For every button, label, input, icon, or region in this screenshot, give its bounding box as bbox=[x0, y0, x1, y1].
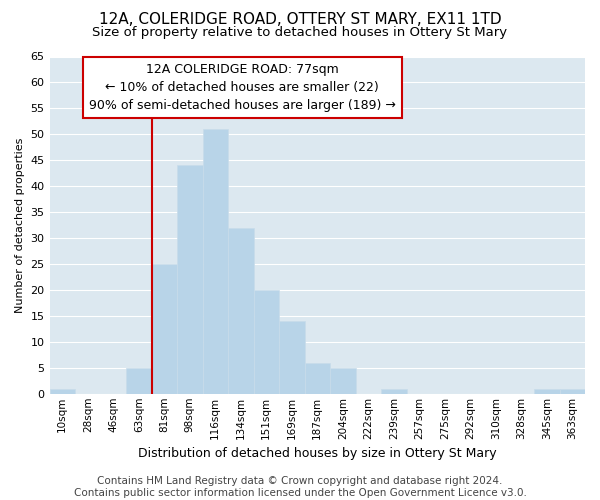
Bar bbox=[254, 290, 279, 394]
Bar bbox=[330, 368, 356, 394]
Bar bbox=[50, 388, 75, 394]
Bar bbox=[305, 362, 330, 394]
Bar bbox=[152, 264, 177, 394]
Bar bbox=[126, 368, 152, 394]
Text: 12A, COLERIDGE ROAD, OTTERY ST MARY, EX11 1TD: 12A, COLERIDGE ROAD, OTTERY ST MARY, EX1… bbox=[98, 12, 502, 28]
Text: Size of property relative to detached houses in Ottery St Mary: Size of property relative to detached ho… bbox=[92, 26, 508, 39]
X-axis label: Distribution of detached houses by size in Ottery St Mary: Distribution of detached houses by size … bbox=[138, 447, 497, 460]
Bar bbox=[381, 388, 407, 394]
Bar bbox=[534, 388, 560, 394]
Bar bbox=[560, 388, 585, 394]
Text: Contains HM Land Registry data © Crown copyright and database right 2024.
Contai: Contains HM Land Registry data © Crown c… bbox=[74, 476, 526, 498]
Text: 12A COLERIDGE ROAD: 77sqm
← 10% of detached houses are smaller (22)
90% of semi-: 12A COLERIDGE ROAD: 77sqm ← 10% of detac… bbox=[89, 63, 396, 112]
Bar bbox=[177, 166, 203, 394]
Bar bbox=[203, 129, 228, 394]
Y-axis label: Number of detached properties: Number of detached properties bbox=[15, 138, 25, 313]
Bar bbox=[228, 228, 254, 394]
Bar bbox=[279, 321, 305, 394]
